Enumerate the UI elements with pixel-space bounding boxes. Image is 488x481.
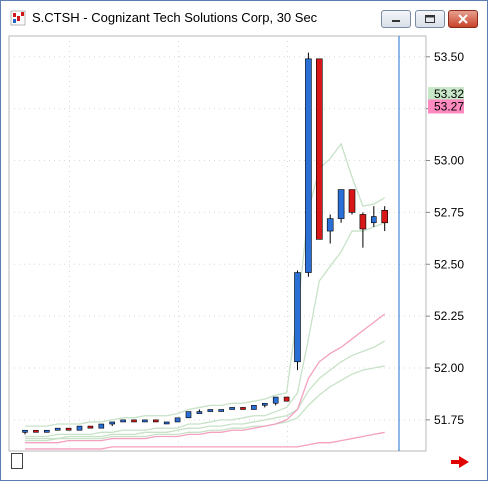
window-title: S.CTSH - Cognizant Tech Solutions Corp, … bbox=[32, 10, 318, 25]
indicator-line bbox=[25, 431, 385, 450]
y-tick-label: 52.00 bbox=[434, 361, 464, 375]
down-candle bbox=[315, 58, 323, 240]
y-tick-label: 51.75 bbox=[434, 413, 464, 427]
down-candle bbox=[153, 419, 159, 423]
down-candle bbox=[359, 214, 367, 230]
down-candle bbox=[87, 425, 94, 429]
plot-frame bbox=[8, 35, 427, 452]
up-candle bbox=[294, 272, 301, 363]
indicator-line bbox=[25, 142, 386, 427]
up-candle bbox=[98, 423, 105, 429]
down-candle bbox=[240, 407, 246, 410]
y-tick-label: 53.50 bbox=[434, 50, 464, 64]
close-button[interactable] bbox=[448, 10, 478, 28]
chart-app-icon bbox=[10, 10, 26, 26]
scroll-lock-checkbox[interactable] bbox=[11, 453, 23, 469]
down-candle bbox=[33, 429, 39, 433]
price-tag bbox=[428, 99, 464, 114]
up-candle bbox=[326, 218, 334, 232]
title-bar[interactable]: S.CTSH - Cognizant Tech Solutions Corp, … bbox=[1, 1, 487, 35]
indicator-line bbox=[25, 340, 386, 440]
up-candle bbox=[174, 417, 181, 423]
indicator-line bbox=[25, 313, 386, 444]
up-candle bbox=[337, 189, 345, 219]
up-candle bbox=[229, 407, 235, 410]
down-candle bbox=[131, 419, 137, 423]
minimize-icon bbox=[392, 20, 400, 22]
maximize-button[interactable] bbox=[415, 10, 445, 28]
up-candle bbox=[305, 58, 312, 273]
y-tick-label: 52.75 bbox=[434, 205, 464, 219]
up-candle bbox=[207, 409, 214, 412]
price-tag-label: 53.27 bbox=[434, 99, 464, 113]
up-candle bbox=[370, 216, 377, 224]
up-candle bbox=[120, 419, 126, 423]
y-tick-label: 53.00 bbox=[434, 154, 464, 168]
up-candle bbox=[76, 425, 83, 431]
maximize-icon bbox=[425, 15, 435, 23]
price-tag bbox=[428, 87, 464, 102]
close-icon bbox=[458, 14, 468, 24]
up-candle bbox=[261, 402, 268, 406]
down-candle bbox=[283, 396, 290, 402]
up-candle bbox=[22, 429, 28, 433]
down-candle bbox=[381, 210, 389, 224]
up-candle bbox=[185, 411, 192, 419]
up-candle bbox=[272, 396, 279, 404]
up-candle bbox=[109, 421, 115, 425]
indicator-line bbox=[25, 365, 385, 442]
y-tick-label: 52.50 bbox=[434, 257, 464, 271]
down-candle bbox=[65, 427, 72, 431]
scroll-right-arrow-icon[interactable] bbox=[451, 456, 469, 468]
y-tick-label: 52.25 bbox=[434, 309, 464, 323]
up-candle bbox=[218, 409, 224, 412]
indicator-line bbox=[25, 222, 385, 438]
up-candle bbox=[251, 405, 257, 410]
down-candle bbox=[348, 189, 356, 213]
up-candle bbox=[142, 419, 148, 423]
price-tag-label: 53.32 bbox=[434, 87, 464, 101]
up-candle bbox=[54, 427, 61, 431]
candlestick-chart[interactable]: 53.5053.2553.0052.7552.5052.2552.0051.75… bbox=[1, 1, 487, 452]
up-candle bbox=[196, 411, 203, 414]
up-candle bbox=[43, 429, 50, 433]
up-candle bbox=[163, 421, 170, 425]
minimize-button[interactable] bbox=[381, 10, 411, 28]
